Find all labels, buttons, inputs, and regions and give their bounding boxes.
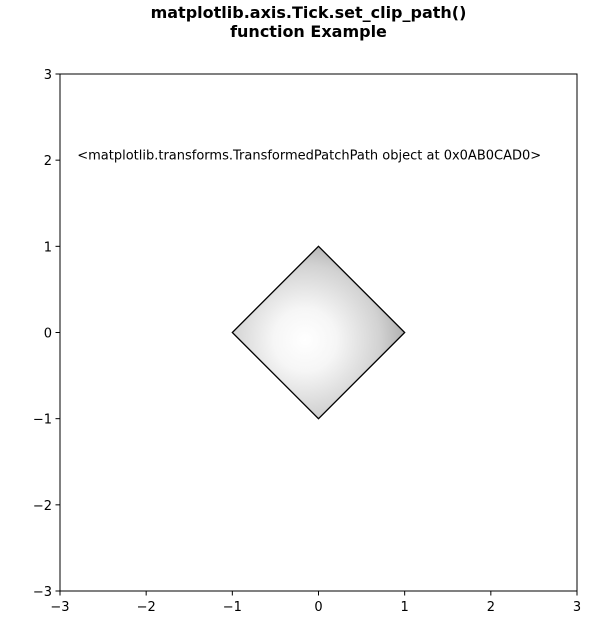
y-tick-label: 1 bbox=[44, 240, 52, 255]
x-tick-label: −1 bbox=[223, 600, 242, 615]
annotation-text: <matplotlib.transforms.TransformedPatchP… bbox=[77, 149, 541, 164]
x-tick-label: −3 bbox=[50, 600, 69, 615]
x-tick-label: 2 bbox=[487, 600, 495, 615]
chart-title-line-1: matplotlib.axis.Tick.set_clip_path() bbox=[150, 3, 467, 22]
x-tick-label: 3 bbox=[573, 600, 581, 615]
y-tick-label: 3 bbox=[44, 68, 52, 83]
y-tick-label: −1 bbox=[33, 413, 52, 428]
diamond-patch bbox=[231, 245, 406, 420]
chart-title: matplotlib.axis.Tick.set_clip_path() fun… bbox=[0, 3, 611, 41]
y-tick-label: −3 bbox=[33, 585, 52, 600]
x-tick-label: 0 bbox=[314, 600, 322, 615]
chart-title-line-2: function Example bbox=[230, 22, 387, 41]
y-tick-label: −2 bbox=[33, 499, 52, 514]
y-tick-label: 2 bbox=[44, 154, 52, 169]
x-tick-label: 1 bbox=[401, 600, 409, 615]
x-tick-label: −2 bbox=[137, 600, 156, 615]
y-tick-label: 0 bbox=[44, 327, 52, 342]
